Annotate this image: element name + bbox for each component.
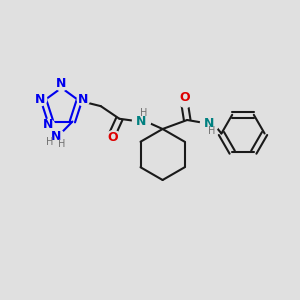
Text: O: O xyxy=(179,91,190,104)
Text: N: N xyxy=(56,77,67,90)
Text: H: H xyxy=(140,108,147,118)
Text: O: O xyxy=(107,131,118,144)
Text: N: N xyxy=(51,130,61,143)
Text: H: H xyxy=(208,126,215,136)
Text: N: N xyxy=(204,116,214,130)
Text: H: H xyxy=(58,139,65,149)
Text: N: N xyxy=(136,115,146,128)
Text: N: N xyxy=(78,93,88,106)
Text: N: N xyxy=(35,93,45,106)
Text: H: H xyxy=(46,136,53,147)
Text: N: N xyxy=(43,118,53,131)
